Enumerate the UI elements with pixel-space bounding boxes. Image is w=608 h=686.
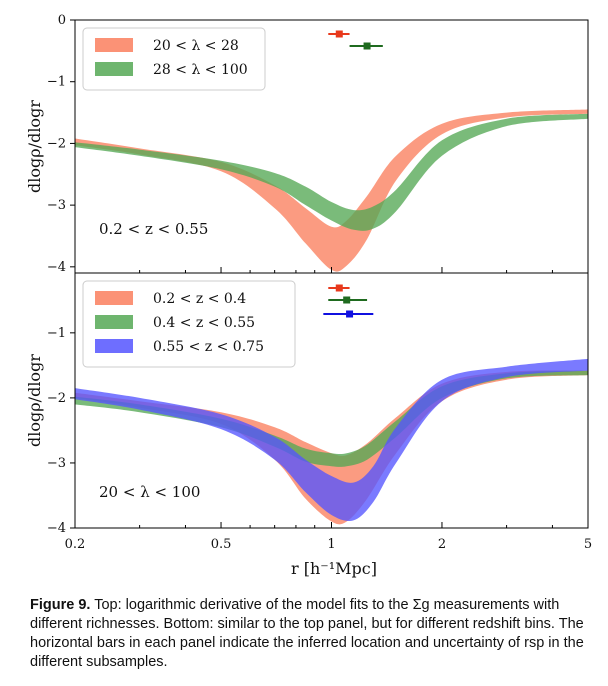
legend-label: 20 < λ < 28 [153, 38, 239, 54]
y-tick-label: −3 [47, 456, 66, 471]
x-tick-label: 1 [327, 537, 335, 552]
y-axis-label: dlogρ/dlogr [25, 354, 44, 447]
y-tick-label: −2 [47, 136, 66, 151]
legend-swatch [95, 315, 133, 329]
y-tick-label: −4 [47, 521, 66, 536]
band-series-2 [75, 113, 588, 231]
band-series-2 [75, 370, 588, 467]
figure-caption: Figure 9. Top: logarithmic derivative of… [30, 596, 598, 672]
legend-label: 0.2 < z < 0.4 [153, 291, 246, 307]
x-tick-label: 2 [438, 537, 446, 552]
legend: 20 < λ < 28 28 < λ < 100 [82, 27, 266, 91]
y-tick-label: −1 [47, 326, 66, 341]
bands [75, 358, 588, 525]
legend-swatch [95, 291, 133, 305]
top-panel: 0 −1 −2 −3 −4 dlogρ/dlogr 0.2 < z < 0.55 20 < λ… [25, 13, 589, 275]
y-tick-label: 0 [58, 13, 66, 28]
legend-swatch [95, 38, 133, 52]
legend-label: 28 < λ < 100 [153, 62, 248, 78]
rsp-marker [363, 42, 371, 50]
figure: 0 −1 −2 −3 −4 dlogρ/dlogr 0.2 < z < 0.55 20 < λ… [25, 13, 592, 578]
rsp-marker [335, 284, 343, 292]
x-tick-label: 0.5 [211, 537, 232, 552]
x-axis-label: r [h⁻¹Mpc] [291, 559, 377, 578]
bottom-panel: −1 −2 −3 −40.2 0.5 1 2 5 dlogρ/dlogr 20 < λ < 100… [25, 272, 592, 552]
legend-box [82, 280, 296, 368]
legend-swatch [95, 62, 133, 76]
legend-swatch [95, 339, 133, 353]
rsp-marker [346, 310, 354, 318]
panel-annotation: 0.2 < z < 0.55 [99, 220, 208, 238]
caption-text: Top: logarithmic derivative of the model… [30, 597, 584, 670]
rsp-marker [343, 296, 351, 304]
legend-label: 0.55 < z < 0.75 [153, 339, 264, 355]
y-tick-label: −3 [47, 198, 66, 213]
y-tick-label: −2 [47, 391, 66, 406]
band-series-1 [75, 109, 588, 272]
caption-label: Figure 9. [30, 597, 91, 613]
panel-annotation: 20 < λ < 100 [99, 483, 200, 501]
x-tick-label: 5 [584, 537, 592, 552]
legend-label: 0.4 < z < 0.55 [153, 315, 255, 331]
y-axis-label: dlogρ/dlogr [25, 100, 44, 193]
bands [75, 109, 588, 272]
y-tick-label: −1 [47, 75, 66, 90]
y-tick-label: −4 [47, 260, 66, 275]
rsp-marker [335, 30, 343, 38]
legend: 0.2 < z < 0.4 0.4 < z < 0.55 0.55 < z < 0.… [82, 280, 296, 368]
band-series-3 [75, 358, 588, 521]
x-tick-label: 0.2 [65, 537, 86, 552]
